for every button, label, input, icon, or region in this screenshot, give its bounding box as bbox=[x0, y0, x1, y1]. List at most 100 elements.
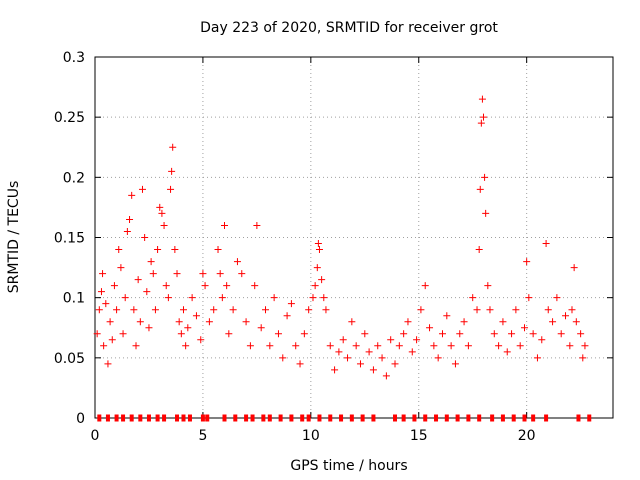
y-tick-label: 0.15 bbox=[54, 231, 85, 247]
data-point bbox=[473, 306, 481, 314]
x-tick-label: 5 bbox=[198, 428, 207, 444]
data-point bbox=[339, 336, 347, 344]
data-point bbox=[197, 336, 205, 344]
y-tick-label: 0.25 bbox=[54, 110, 85, 126]
data-point bbox=[100, 342, 108, 350]
data-point bbox=[313, 264, 321, 272]
data-point bbox=[523, 258, 531, 266]
data-point bbox=[408, 348, 416, 356]
data-point bbox=[544, 306, 552, 314]
data-point bbox=[320, 294, 328, 302]
data-point bbox=[218, 294, 226, 302]
zero-data-point bbox=[300, 414, 305, 422]
x-tick-label: 10 bbox=[302, 428, 320, 444]
zero-data-point bbox=[401, 414, 406, 422]
zero-data-point bbox=[146, 414, 151, 422]
data-point bbox=[478, 95, 486, 103]
data-point bbox=[335, 348, 343, 356]
data-point bbox=[387, 336, 395, 344]
data-point bbox=[93, 330, 101, 338]
data-point bbox=[315, 246, 323, 254]
zero-data-point bbox=[522, 414, 527, 422]
data-point bbox=[167, 185, 175, 193]
data-point bbox=[305, 306, 313, 314]
data-point bbox=[476, 185, 484, 193]
data-point bbox=[130, 306, 138, 314]
data-point bbox=[119, 330, 127, 338]
zero-data-point bbox=[360, 414, 365, 422]
data-point bbox=[242, 318, 250, 326]
data-point bbox=[417, 306, 425, 314]
data-point bbox=[456, 330, 464, 338]
data-point bbox=[216, 270, 224, 278]
data-point bbox=[292, 342, 300, 350]
data-point bbox=[147, 258, 155, 266]
zero-data-point bbox=[434, 414, 439, 422]
data-point bbox=[154, 246, 162, 254]
data-point bbox=[352, 342, 360, 350]
data-point bbox=[177, 330, 185, 338]
data-point bbox=[115, 246, 123, 254]
zero-data-point bbox=[371, 414, 376, 422]
data-point bbox=[475, 246, 483, 254]
zero-data-point bbox=[278, 414, 283, 422]
zero-data-point bbox=[129, 414, 134, 422]
zero-data-point bbox=[511, 414, 516, 422]
data-point bbox=[113, 306, 121, 314]
data-point bbox=[562, 312, 570, 320]
zero-data-point bbox=[531, 414, 536, 422]
data-point bbox=[279, 354, 287, 362]
data-point bbox=[173, 270, 181, 278]
zero-data-point bbox=[200, 414, 205, 422]
data-point bbox=[481, 173, 489, 181]
data-point bbox=[141, 234, 149, 241]
y-tick-label: 0.05 bbox=[54, 351, 85, 367]
data-point bbox=[238, 270, 246, 278]
zero-data-point bbox=[289, 414, 294, 422]
y-tick-label: 0 bbox=[76, 411, 85, 427]
data-point bbox=[311, 282, 319, 290]
zero-data-point bbox=[477, 414, 482, 422]
zero-data-point bbox=[455, 414, 460, 422]
y-tick-label: 0.1 bbox=[63, 291, 85, 307]
y-axis-ticks: 0 0.05 0.1 0.15 0.2 0.25 0.3 bbox=[54, 50, 613, 427]
data-point bbox=[160, 221, 168, 229]
data-point bbox=[421, 282, 429, 290]
zero-data-point bbox=[205, 414, 210, 422]
data-point bbox=[434, 354, 442, 362]
data-point bbox=[287, 300, 295, 308]
x-tick-label: 20 bbox=[518, 428, 536, 444]
data-point bbox=[331, 366, 339, 374]
data-point bbox=[460, 318, 468, 326]
data-point bbox=[495, 342, 503, 350]
data-point bbox=[102, 300, 110, 308]
zero-data-point bbox=[181, 414, 186, 422]
data-point bbox=[438, 330, 446, 338]
data-point bbox=[296, 360, 304, 368]
data-point bbox=[525, 294, 533, 302]
data-point bbox=[117, 264, 125, 272]
zero-data-point bbox=[466, 414, 471, 422]
zero-data-point bbox=[244, 414, 249, 422]
data-point bbox=[553, 294, 561, 302]
data-point bbox=[171, 246, 179, 254]
zero-data-point bbox=[155, 414, 160, 422]
data-point bbox=[283, 312, 291, 320]
data-point bbox=[572, 318, 580, 326]
data-point bbox=[516, 342, 524, 350]
zero-data-point bbox=[393, 414, 398, 422]
data-point bbox=[132, 342, 140, 350]
data-point bbox=[123, 227, 131, 235]
data-point bbox=[192, 312, 200, 320]
data-point bbox=[521, 324, 529, 332]
zero-data-point bbox=[138, 414, 143, 422]
zero-data-point bbox=[250, 414, 255, 422]
data-point bbox=[480, 113, 487, 121]
data-point bbox=[577, 330, 585, 338]
data-point bbox=[581, 342, 589, 350]
zero-data-point bbox=[576, 414, 581, 422]
zero-data-point bbox=[175, 414, 180, 422]
data-point bbox=[175, 318, 183, 326]
data-point bbox=[538, 336, 546, 344]
data-point bbox=[145, 324, 153, 332]
